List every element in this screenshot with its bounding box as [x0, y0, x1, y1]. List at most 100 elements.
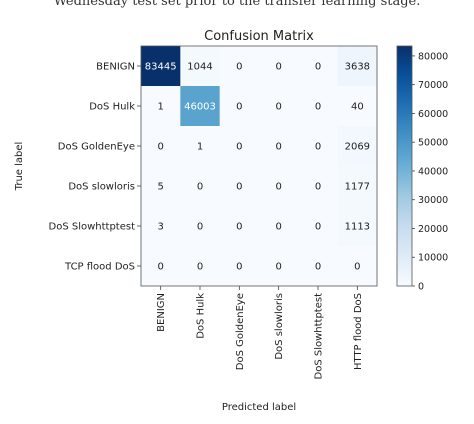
x-axis-label: Predicted label — [222, 402, 296, 413]
cell-0-3 — [259, 46, 299, 87]
cell-2-3 — [259, 126, 299, 167]
colorbar-tick-label: 80000 — [418, 51, 448, 62]
cell-0-5 — [337, 46, 378, 87]
row-tick-label: DoS Slowhttptest — [49, 222, 136, 233]
cell-value-3-1: 0 — [197, 182, 203, 193]
cell-5-3 — [259, 246, 299, 287]
cell-4-0 — [141, 206, 181, 247]
cell-value-2-0: 0 — [157, 142, 163, 153]
cell-value-2-2: 0 — [236, 142, 242, 153]
row-tick-label: DoS Hulk — [89, 102, 135, 113]
cell-value-1-3: 0 — [275, 102, 281, 113]
cell-value-0-2: 0 — [236, 62, 242, 73]
y-axis-label: True label — [14, 142, 25, 192]
cell-value-5-5: 0 — [354, 262, 360, 273]
cell-1-5 — [337, 86, 378, 127]
cell-4-1 — [180, 206, 221, 247]
cell-value-5-0: 0 — [157, 262, 163, 273]
cell-2-2 — [219, 126, 260, 167]
cell-5-2 — [219, 246, 260, 287]
cell-4-4 — [298, 206, 339, 247]
cell-value-2-3: 0 — [275, 142, 281, 153]
row-tick-label: BENIGN — [96, 62, 135, 73]
cell-1-3 — [259, 86, 299, 127]
cell-value-3-2: 0 — [236, 182, 242, 193]
col-tick-label: BENIGN — [156, 293, 167, 332]
chart-title: Confusion Matrix — [204, 29, 314, 44]
heatmap-cells: 83445 1044 0 0 0 3638 1 46003 0 0 0 40 0 1 0 0 0 2069 5 0 0 0… — [141, 46, 378, 287]
colorbar-tick-label: 20000 — [418, 224, 448, 235]
cell-value-3-0: 5 — [157, 182, 163, 193]
cell-1-1 — [180, 86, 221, 127]
cell-2-0 — [141, 126, 181, 167]
cell-value-1-5: 40 — [351, 102, 364, 113]
cell-2-1 — [180, 126, 221, 167]
colorbar-tick-label: 0 — [418, 282, 424, 293]
caption-fragment: Wednesday test set prior to the transfer… — [53, 0, 421, 9]
cell-value-0-0: 83445 — [145, 62, 177, 73]
cell-value-4-5: 1113 — [345, 222, 370, 233]
colorbar-tick-label: 50000 — [418, 138, 448, 149]
cell-0-2 — [219, 46, 260, 87]
cell-value-5-4: 0 — [315, 262, 321, 273]
row-tick-label: DoS GoldenEye — [58, 142, 135, 153]
cell-0-4 — [298, 46, 339, 87]
cell-value-0-5: 3638 — [345, 62, 370, 73]
cell-3-2 — [219, 166, 260, 207]
cell-value-0-4: 0 — [315, 62, 321, 73]
cell-value-3-3: 0 — [275, 182, 281, 193]
cell-2-4 — [298, 126, 339, 167]
cell-value-0-3: 0 — [275, 62, 281, 73]
col-tick-label: DoS slowloris — [274, 293, 285, 360]
cell-3-3 — [259, 166, 299, 207]
cell-1-2 — [219, 86, 260, 127]
cell-value-4-2: 0 — [236, 222, 242, 233]
cell-5-0 — [141, 246, 181, 287]
colorbar-ticks: 0 10000 20000 30000 40000 50000 60000 70000 8000… — [412, 51, 448, 293]
cell-1-0 — [141, 86, 181, 127]
cell-value-3-4: 0 — [315, 182, 321, 193]
cell-3-5 — [337, 166, 378, 207]
cell-4-3 — [259, 206, 299, 247]
cell-value-4-0: 3 — [157, 222, 163, 233]
row-tick-label: TCP flood DoS — [64, 262, 135, 273]
plot-frame — [140, 45, 378, 287]
colorbar-tick-label: 10000 — [418, 253, 448, 264]
cell-value-1-4: 0 — [315, 102, 321, 113]
col-tick-label: DoS GoldenEye — [235, 293, 246, 370]
col-tick-label: DoS Hulk — [196, 293, 207, 339]
cell-0-1 — [180, 46, 221, 87]
cell-value-1-2: 0 — [236, 102, 242, 113]
cell-value-5-2: 0 — [236, 262, 242, 273]
cell-5-4 — [298, 246, 339, 287]
cell-value-1-0: 1 — [157, 102, 163, 113]
colorbar-tick-label: 60000 — [418, 109, 448, 120]
cell-value-5-1: 0 — [197, 262, 203, 273]
cell-3-4 — [298, 166, 339, 207]
cell-value-2-5: 2069 — [345, 142, 370, 153]
colorbar-tick-label: 70000 — [418, 80, 448, 91]
cell-4-5 — [337, 206, 378, 247]
cell-3-0 — [141, 166, 181, 207]
cell-value-0-1: 1044 — [187, 62, 212, 73]
row-tick-labels: BENIGN DoS Hulk DoS GoldenEye DoS slowloris… — [49, 62, 141, 273]
cell-5-1 — [180, 246, 221, 287]
cell-3-1 — [180, 166, 221, 207]
cell-value-2-4: 0 — [315, 142, 321, 153]
cell-5-5 — [337, 246, 378, 287]
col-tick-labels: BENIGN DoS Hulk DoS GoldenEye DoS slowloris… — [156, 286, 364, 380]
cell-1-4 — [298, 86, 339, 127]
col-tick-label: HTTP flood DoS — [353, 293, 364, 370]
cell-value-5-3: 0 — [275, 262, 281, 273]
cell-value-4-3: 0 — [275, 222, 281, 233]
colorbar-tick-label: 40000 — [418, 166, 448, 177]
cell-0-0 — [141, 46, 181, 87]
cell-value-3-5: 1177 — [345, 182, 370, 193]
cell-2-5 — [337, 126, 378, 167]
col-tick-label: DoS Slowhttptest — [314, 293, 325, 380]
cell-value-4-4: 0 — [315, 222, 321, 233]
cell-value-4-1: 0 — [197, 222, 203, 233]
cell-value-2-1: 1 — [197, 142, 203, 153]
colorbar-tick-label: 30000 — [418, 195, 448, 206]
